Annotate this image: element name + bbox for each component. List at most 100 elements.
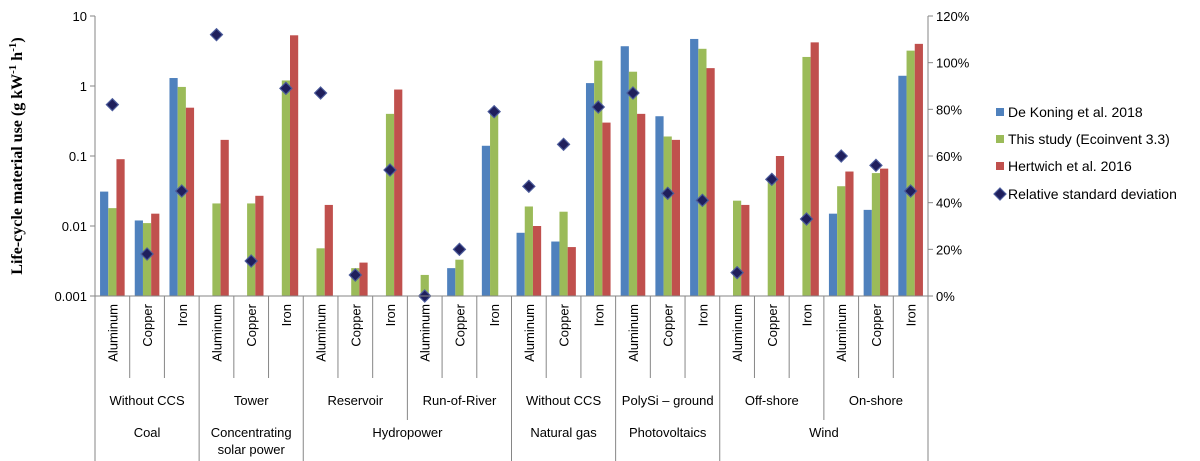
legend-swatch bbox=[996, 135, 1004, 143]
rsd-marker bbox=[522, 179, 536, 194]
x-group-label: Coal bbox=[134, 425, 161, 440]
bar-hertwich bbox=[741, 204, 750, 296]
legend: De Koning et al. 2018 This study (Ecoinve… bbox=[993, 104, 1177, 202]
rsd-marker bbox=[140, 247, 154, 261]
bar-de-koning bbox=[898, 75, 907, 297]
x-category-label: Iron bbox=[904, 304, 919, 326]
bar-hertwich bbox=[914, 43, 923, 296]
y-axis-title-superscript: -1 bbox=[7, 43, 19, 52]
y-axis-title-part: h bbox=[9, 52, 26, 65]
rsd-marker bbox=[105, 97, 120, 112]
bar-de-koning bbox=[828, 213, 838, 296]
y-axis-title: Life-cycle material use (g kW-1 h-1) bbox=[7, 37, 26, 274]
bar-hertwich bbox=[255, 195, 264, 296]
y2-tick-label: 0% bbox=[936, 289, 955, 304]
y-axis-title-superscript: -1 bbox=[7, 65, 19, 74]
bar-this-study bbox=[594, 60, 603, 297]
x-subgroup-label: Without CCS bbox=[526, 393, 601, 408]
rsd-marker bbox=[487, 104, 501, 119]
bar-this-study bbox=[871, 173, 881, 296]
x-category-label: Copper bbox=[661, 303, 676, 346]
y-tick-label: 10 bbox=[73, 9, 87, 24]
x-group-label: solar power bbox=[218, 442, 286, 457]
bar-hertwich bbox=[151, 213, 160, 296]
bar-de-koning bbox=[481, 145, 491, 296]
bar-this-study bbox=[316, 248, 325, 296]
rsd-marker bbox=[244, 254, 259, 268]
bar-hertwich bbox=[775, 156, 785, 296]
bar-this-study bbox=[385, 113, 395, 296]
x-category-label: Iron bbox=[487, 304, 502, 326]
rsd-marker bbox=[174, 184, 189, 198]
rsd-marker bbox=[556, 137, 571, 152]
bar-hertwich bbox=[637, 113, 646, 296]
bar-de-koning bbox=[690, 38, 699, 296]
rsd-marker bbox=[591, 100, 606, 114]
bars bbox=[100, 35, 923, 297]
x-group-label: Hydropower bbox=[372, 425, 443, 440]
x-group-label: Concentrating bbox=[211, 425, 292, 440]
bar-de-koning bbox=[100, 191, 109, 296]
x-category-label: Aluminum bbox=[834, 304, 849, 362]
y-axis-label: Life-cycle material use (g kW-1 h-1) bbox=[7, 37, 26, 274]
x-axis: Aluminum Copper Iron Aluminum Copper Iron Alum… bbox=[94, 295, 929, 461]
bar-hertwich bbox=[359, 262, 368, 296]
y2-tick-label: 100% bbox=[936, 56, 970, 71]
bar-this-study bbox=[455, 259, 464, 296]
bar-hertwich bbox=[602, 122, 611, 296]
bar-this-study bbox=[351, 268, 360, 296]
legend-label: This study (Ecoinvent 3.3) bbox=[1008, 131, 1170, 147]
bar-hertwich bbox=[880, 168, 889, 296]
y2-tick-label: 60% bbox=[936, 149, 962, 164]
bar-hertwich bbox=[706, 68, 715, 296]
x-category-label: Aluminum bbox=[209, 304, 224, 362]
bar-this-study bbox=[628, 71, 638, 297]
x-subgroup-label: Run-of-River bbox=[423, 393, 497, 408]
legend-label: Relative standard deviation bbox=[1008, 186, 1177, 202]
rsd-marker bbox=[695, 193, 710, 208]
x-category-label: Iron bbox=[591, 304, 606, 326]
y-axis-title-part: ) bbox=[9, 37, 26, 42]
x-category-label: Copper bbox=[765, 303, 780, 346]
bar-de-koning bbox=[585, 83, 595, 296]
x-subgroup-label: Without CCS bbox=[109, 393, 184, 408]
legend-swatch bbox=[996, 162, 1004, 170]
x-group-label: Wind bbox=[809, 425, 839, 440]
bar-hertwich bbox=[290, 35, 299, 297]
y-tick-label: 0.01 bbox=[62, 219, 87, 234]
x-category-label: Copper bbox=[140, 303, 155, 346]
bar-this-study bbox=[247, 203, 256, 296]
x-category-label: Copper bbox=[348, 303, 363, 346]
x-category-label: Aluminum bbox=[105, 304, 120, 362]
bar-hertwich bbox=[394, 89, 403, 296]
x-subgroup-label: PolySi – ground bbox=[622, 393, 714, 408]
bar-de-koning bbox=[447, 268, 456, 296]
rsd-marker bbox=[764, 172, 779, 187]
bar-this-study bbox=[837, 186, 846, 296]
rsd-markers bbox=[105, 27, 918, 303]
bar-hertwich bbox=[185, 107, 195, 296]
x-group-label: Natural gas bbox=[530, 425, 597, 440]
bar-this-study bbox=[663, 136, 672, 296]
bar-hertwich bbox=[324, 204, 333, 296]
x-category-label: Aluminum bbox=[522, 304, 537, 362]
bar-this-study bbox=[420, 274, 429, 296]
x-category-label: Aluminum bbox=[314, 304, 329, 362]
bar-hertwich bbox=[220, 139, 229, 296]
rsd-marker bbox=[660, 186, 675, 201]
y-tick-label: 1 bbox=[80, 79, 87, 94]
y2-tick-label: 40% bbox=[936, 196, 962, 211]
rsd-marker bbox=[903, 184, 918, 198]
x-category-label: Copper bbox=[869, 303, 884, 346]
bar-hertwich bbox=[845, 171, 854, 296]
bar-this-study bbox=[212, 203, 221, 296]
y-axis-left: 10 1 0.1 0.01 0.001 bbox=[54, 9, 96, 304]
rsd-marker bbox=[452, 242, 467, 257]
rsd-marker bbox=[730, 265, 744, 280]
bar-this-study bbox=[559, 211, 568, 296]
x-category-label: Copper bbox=[452, 303, 467, 346]
rsd-marker bbox=[279, 81, 293, 96]
rsd-marker bbox=[209, 27, 224, 42]
y-axis-right: 120% 100% 80% 60% 40% 20% 0% bbox=[927, 9, 970, 304]
